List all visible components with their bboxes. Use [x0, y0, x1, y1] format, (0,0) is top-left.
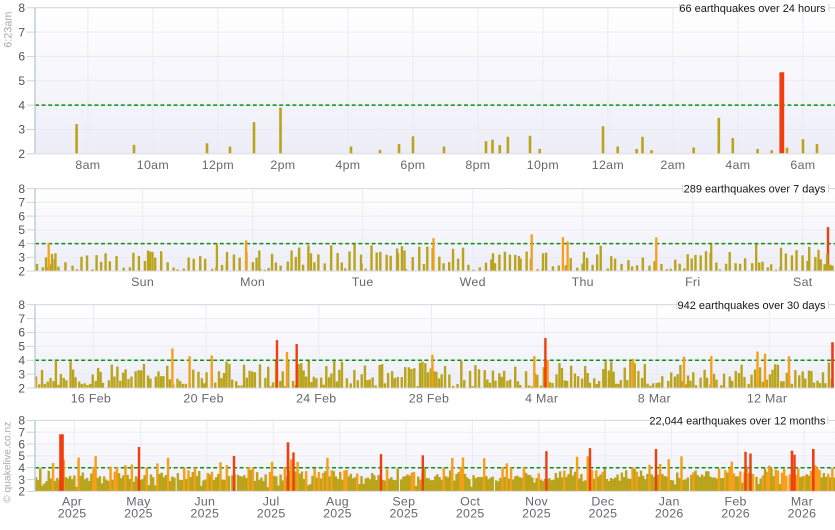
svg-text:2025: 2025	[58, 507, 87, 521]
svg-text:Nov: Nov	[525, 495, 548, 509]
svg-text:2026: 2026	[655, 507, 684, 521]
svg-text:5: 5	[18, 223, 25, 237]
svg-text:66 earthquakes over 24 hours: 66 earthquakes over 24 hours	[679, 3, 826, 15]
svg-text:3: 3	[18, 123, 25, 137]
svg-text:Sun: Sun	[131, 275, 154, 289]
svg-text:5: 5	[18, 74, 25, 88]
svg-text:2: 2	[18, 381, 25, 395]
svg-text:22,044 earthquakes over 12 mon: 22,044 earthquakes over 12 months	[649, 416, 826, 428]
svg-text:3: 3	[18, 367, 25, 381]
svg-text:2pm: 2pm	[270, 158, 295, 172]
svg-text:3: 3	[18, 473, 25, 487]
svg-text:2025: 2025	[389, 507, 418, 521]
svg-text:4pm: 4pm	[335, 158, 360, 172]
svg-text:2: 2	[18, 147, 25, 161]
svg-text:Mar: Mar	[791, 495, 813, 509]
svg-text:8: 8	[18, 414, 25, 428]
svg-text:© quakelive.co.nz: © quakelive.co.nz	[3, 422, 14, 503]
svg-text:7: 7	[18, 196, 25, 210]
svg-text:Jan: Jan	[659, 495, 680, 509]
svg-text:4: 4	[18, 461, 25, 475]
svg-text:Apr: Apr	[62, 495, 82, 509]
svg-text:Wed: Wed	[460, 275, 486, 289]
svg-text:28 Feb: 28 Feb	[409, 392, 449, 406]
svg-text:7: 7	[18, 312, 25, 326]
svg-text:Oct: Oct	[460, 495, 480, 509]
svg-text:12 Mar: 12 Mar	[747, 392, 787, 406]
svg-text:4am: 4am	[725, 158, 750, 172]
svg-text:2: 2	[18, 264, 25, 278]
svg-text:7: 7	[18, 425, 25, 439]
svg-text:2am: 2am	[660, 158, 685, 172]
svg-text:4: 4	[18, 98, 25, 112]
svg-text:6pm: 6pm	[400, 158, 425, 172]
svg-text:6: 6	[18, 209, 25, 223]
svg-text:2025: 2025	[589, 507, 618, 521]
svg-text:5: 5	[18, 449, 25, 463]
svg-text:Sat: Sat	[793, 275, 813, 289]
svg-text:4 Mar: 4 Mar	[525, 392, 558, 406]
svg-text:289 earthquakes over 7 days: 289 earthquakes over 7 days	[684, 184, 826, 196]
svg-text:6am: 6am	[790, 158, 815, 172]
svg-text:Thu: Thu	[572, 275, 594, 289]
svg-text:2025: 2025	[124, 507, 153, 521]
svg-text:2025: 2025	[522, 507, 551, 521]
svg-text:8 Mar: 8 Mar	[638, 392, 671, 406]
svg-text:Fri: Fri	[685, 275, 700, 289]
svg-text:Sep: Sep	[392, 495, 415, 509]
svg-text:7: 7	[18, 25, 25, 39]
svg-text:12pm: 12pm	[202, 158, 234, 172]
svg-text:12am: 12am	[592, 158, 624, 172]
svg-text:8: 8	[18, 298, 25, 312]
svg-text:24 Feb: 24 Feb	[296, 392, 336, 406]
svg-text:8am: 8am	[75, 158, 100, 172]
svg-text:6: 6	[18, 326, 25, 340]
svg-text:Mon: Mon	[240, 275, 265, 289]
svg-text:Jul: Jul	[263, 495, 280, 509]
svg-text:Dec: Dec	[591, 495, 614, 509]
svg-text:May: May	[126, 495, 151, 509]
svg-text:8: 8	[18, 182, 25, 196]
svg-text:4: 4	[18, 354, 25, 368]
svg-text:5: 5	[18, 340, 25, 354]
svg-text:Aug: Aug	[326, 495, 349, 509]
svg-text:4: 4	[18, 237, 25, 251]
svg-text:2025: 2025	[257, 507, 286, 521]
svg-text:16 Feb: 16 Feb	[71, 392, 111, 406]
svg-text:Feb: Feb	[724, 495, 746, 509]
svg-text:6: 6	[18, 50, 25, 64]
svg-text:3: 3	[18, 251, 25, 265]
svg-text:942 earthquakes over 30 days: 942 earthquakes over 30 days	[678, 300, 826, 312]
svg-text:2026: 2026	[721, 507, 750, 521]
svg-text:2026: 2026	[788, 507, 817, 521]
svg-text:10pm: 10pm	[527, 158, 559, 172]
svg-text:6:23am: 6:23am	[3, 12, 15, 48]
svg-text:2025: 2025	[456, 507, 485, 521]
svg-text:Tue: Tue	[352, 275, 374, 289]
svg-text:2: 2	[18, 485, 25, 499]
svg-text:10am: 10am	[137, 158, 169, 172]
svg-text:6: 6	[18, 437, 25, 451]
svg-text:2025: 2025	[190, 507, 219, 521]
svg-text:Jun: Jun	[194, 495, 215, 509]
svg-text:2025: 2025	[323, 507, 352, 521]
svg-text:20 Feb: 20 Feb	[183, 392, 223, 406]
svg-text:8: 8	[18, 1, 25, 15]
svg-text:8pm: 8pm	[465, 158, 490, 172]
